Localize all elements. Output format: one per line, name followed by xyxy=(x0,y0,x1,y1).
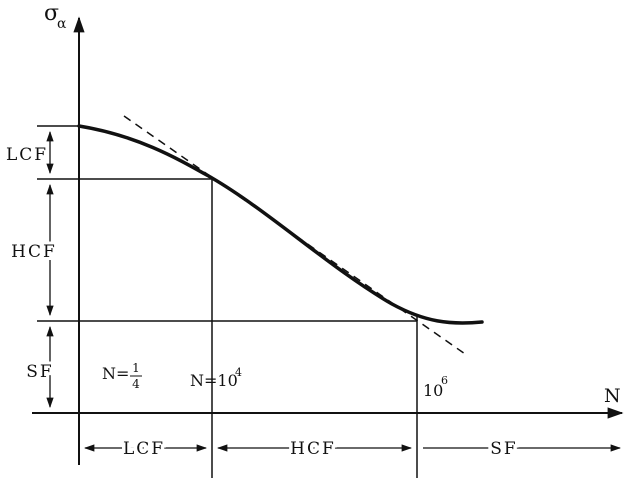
s-n-curve xyxy=(77,124,484,325)
label-1e6-exponent: 6 xyxy=(441,374,448,387)
label-n-quarter-prefix: N= xyxy=(102,364,129,383)
left-label-sf: SF xyxy=(26,362,53,382)
y-axis-subscript: α xyxy=(57,16,67,32)
label-n-1e4-exponent: 4 xyxy=(235,366,242,379)
left-label-hcf: HCF xyxy=(11,242,57,262)
x-axis-symbol: N xyxy=(604,385,621,407)
label-n-quarter-numerator: 1 xyxy=(132,361,140,375)
bottom-label-hcf: HCF xyxy=(290,439,336,459)
label-1e6-base: 10 xyxy=(423,381,443,400)
left-label-lcf: LCF xyxy=(6,145,48,165)
y-axis-symbol: σ xyxy=(44,1,59,26)
label-n-quarter-denominator: 4 xyxy=(132,377,140,391)
bottom-label-sf: SF xyxy=(490,439,517,459)
label-n-1e4-prefix: N=10 xyxy=(190,371,238,390)
bottom-label-lcf: LCF xyxy=(123,439,165,459)
